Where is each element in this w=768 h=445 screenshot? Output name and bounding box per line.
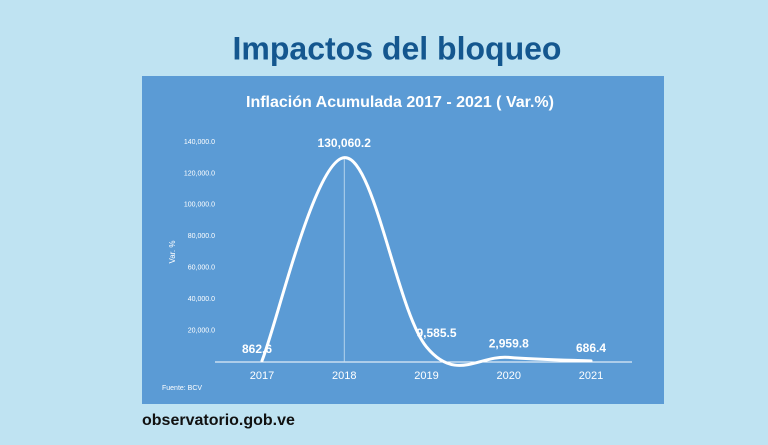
y-axis-label: Var. % xyxy=(168,241,177,264)
data-label: 862.6 xyxy=(242,342,272,356)
x-tick-label: 2017 xyxy=(250,370,274,382)
y-tick-label: 140,000.0 xyxy=(184,139,215,146)
data-label: 2,959.8 xyxy=(489,337,529,351)
data-label: 9,585.5 xyxy=(416,326,456,340)
line-series xyxy=(260,156,593,367)
y-tick-label: 80,000.0 xyxy=(188,233,215,240)
footer: observatorio.gob.ve xyxy=(142,412,295,429)
page-title: Impactos del bloqueo xyxy=(233,30,562,66)
x-tick-label: 2021 xyxy=(579,370,603,382)
y-tick-label: 60,000.0 xyxy=(188,265,215,272)
y-tick-label: 100,000.0 xyxy=(184,202,215,209)
chart-title: Inflación Acumulada 2017 - 2021 ( Var.%) xyxy=(246,94,554,111)
x-tick-label: 2018 xyxy=(332,370,356,382)
y-tick-label: 40,000.0 xyxy=(188,296,215,303)
x-tick-label: 2019 xyxy=(414,370,438,382)
data-label: 686.4 xyxy=(576,341,606,355)
source-note: Fuente: BCV xyxy=(162,385,202,392)
y-tick-label: 120,000.0 xyxy=(184,170,215,177)
x-tick-label: 2020 xyxy=(497,370,521,382)
y-tick-label: 20,000.0 xyxy=(188,327,215,334)
chart-panel xyxy=(142,76,664,404)
data-label: 130,060.2 xyxy=(318,136,372,150)
